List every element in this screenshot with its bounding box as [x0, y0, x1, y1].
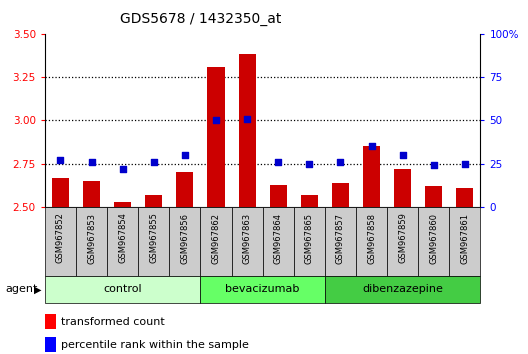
Point: [149, 159, 158, 165]
Text: GSM967858: GSM967858: [367, 213, 376, 264]
Bar: [356, 207, 387, 276]
Bar: [449, 207, 480, 276]
Text: GSM967862: GSM967862: [212, 213, 221, 264]
Bar: [145, 195, 162, 207]
Point: [87, 159, 96, 165]
Bar: [387, 207, 418, 276]
Bar: [232, 207, 263, 276]
Point: [461, 161, 469, 167]
Bar: [363, 146, 380, 207]
Text: GSM967855: GSM967855: [149, 213, 158, 263]
Text: GSM967853: GSM967853: [87, 213, 96, 264]
Bar: [76, 207, 107, 276]
Point: [367, 144, 376, 149]
Bar: [107, 207, 138, 276]
Text: GSM967852: GSM967852: [56, 213, 65, 263]
Bar: [201, 276, 325, 303]
Bar: [294, 207, 325, 276]
Bar: [201, 207, 232, 276]
Bar: [418, 207, 449, 276]
Point: [181, 152, 189, 158]
Bar: [239, 55, 256, 207]
Text: bevacizumab: bevacizumab: [225, 284, 300, 295]
Bar: [169, 207, 201, 276]
Bar: [456, 188, 474, 207]
Bar: [263, 207, 294, 276]
Bar: [176, 172, 193, 207]
Bar: [325, 276, 480, 303]
Text: transformed count: transformed count: [61, 317, 165, 327]
Bar: [425, 186, 442, 207]
Point: [305, 161, 314, 167]
Text: ▶: ▶: [34, 284, 42, 295]
Bar: [45, 337, 56, 352]
Point: [430, 162, 438, 168]
Bar: [45, 276, 201, 303]
Bar: [83, 181, 100, 207]
Point: [336, 159, 345, 165]
Point: [243, 116, 251, 121]
Text: GSM967861: GSM967861: [460, 213, 469, 264]
Bar: [45, 314, 56, 329]
Bar: [114, 202, 131, 207]
Bar: [208, 67, 224, 207]
Bar: [52, 178, 69, 207]
Bar: [325, 207, 356, 276]
Text: GDS5678 / 1432350_at: GDS5678 / 1432350_at: [120, 12, 281, 27]
Text: control: control: [103, 284, 142, 295]
Bar: [138, 207, 169, 276]
Text: GSM967859: GSM967859: [398, 213, 407, 263]
Text: GSM967856: GSM967856: [181, 213, 190, 264]
Bar: [332, 183, 349, 207]
Point: [56, 158, 64, 163]
Point: [118, 166, 127, 172]
Text: dibenzazepine: dibenzazepine: [362, 284, 443, 295]
Text: GSM967860: GSM967860: [429, 213, 438, 264]
Text: percentile rank within the sample: percentile rank within the sample: [61, 340, 249, 350]
Bar: [301, 195, 318, 207]
Text: agent: agent: [5, 284, 37, 295]
Point: [274, 159, 282, 165]
Text: GSM967857: GSM967857: [336, 213, 345, 264]
Text: GSM967864: GSM967864: [274, 213, 282, 264]
Point: [399, 152, 407, 158]
Text: GSM967865: GSM967865: [305, 213, 314, 264]
Point: [212, 118, 220, 123]
Bar: [45, 207, 76, 276]
Bar: [270, 184, 287, 207]
Text: GSM967854: GSM967854: [118, 213, 127, 263]
Bar: [394, 169, 411, 207]
Text: GSM967863: GSM967863: [243, 213, 252, 264]
